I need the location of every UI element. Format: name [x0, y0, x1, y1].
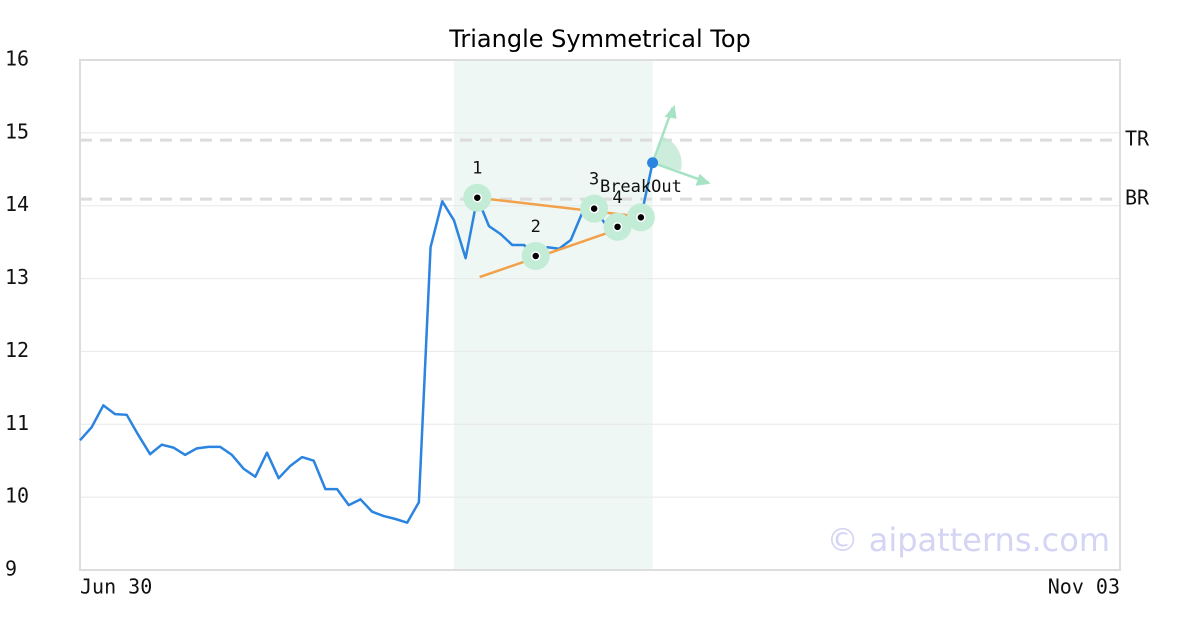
y-tick-label: 15 — [5, 119, 29, 143]
pattern-point — [636, 212, 646, 223]
pattern-point — [472, 192, 483, 203]
point-label: 3 — [589, 170, 599, 190]
x-tick-label: Jun 30 — [80, 575, 152, 599]
point-label: 1 — [472, 159, 482, 179]
y-tick-label: 16 — [5, 47, 29, 71]
arrow-head — [664, 104, 677, 119]
y-tick-label: 14 — [5, 192, 29, 216]
y-tick-label: 10 — [5, 484, 29, 508]
x-tick-label: Nov 03 — [1048, 575, 1120, 599]
pattern-point — [612, 222, 623, 232]
plot-frame — [79, 59, 1121, 571]
arrow-head — [695, 173, 711, 186]
price-line — [79, 162, 654, 524]
y-tick-label: 13 — [5, 265, 29, 289]
level-label: BR — [1125, 186, 1150, 210]
y-tick-label: 9 — [5, 557, 17, 581]
watermark: © aipatterns.com — [827, 521, 1110, 559]
y-tick-label: 11 — [5, 411, 29, 435]
pattern-point — [530, 251, 541, 261]
chart-title: Triangle Symmetrical Top — [448, 25, 751, 53]
pattern-point — [589, 203, 599, 214]
point-label: 4 — [612, 188, 622, 208]
level-label: TR — [1125, 127, 1150, 151]
y-tick-label: 12 — [5, 338, 29, 362]
point-label: 2 — [531, 217, 541, 237]
breakout-label: BreakOut — [600, 177, 682, 197]
breakout-point — [647, 157, 659, 169]
pattern-region — [453, 60, 653, 570]
